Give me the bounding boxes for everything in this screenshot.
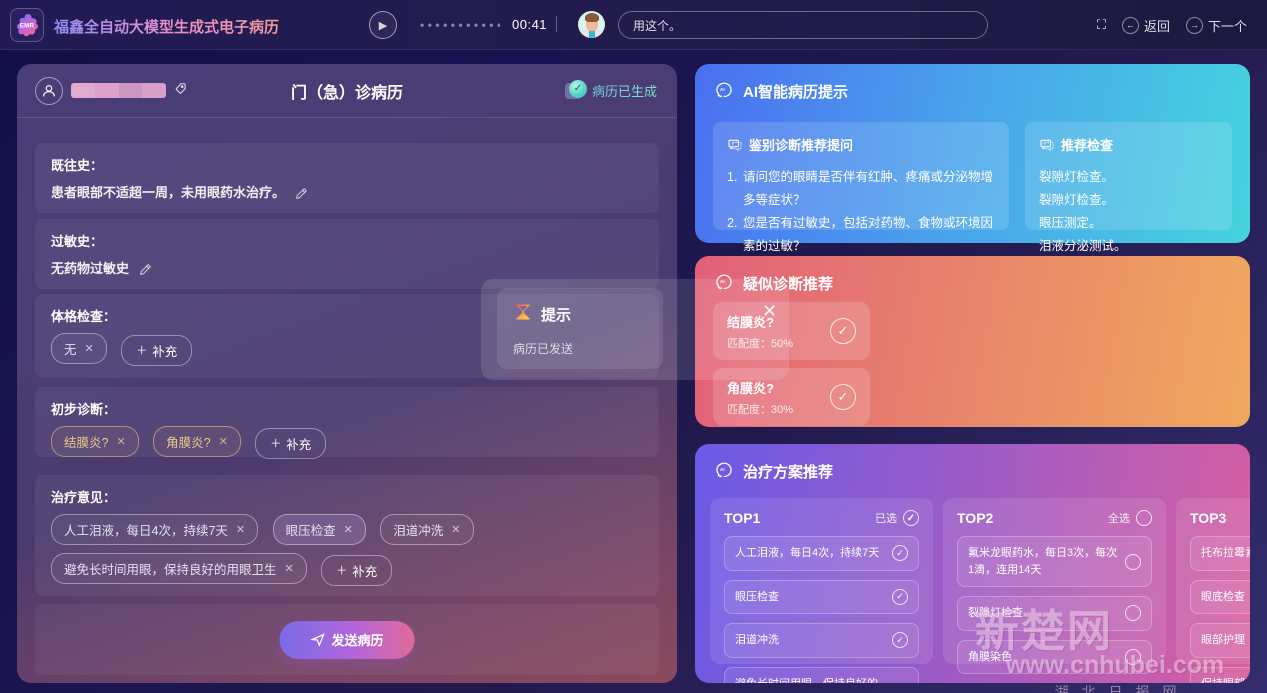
svg-text:AI: AI (720, 467, 725, 472)
svg-text:AI: AI (720, 87, 725, 92)
svg-text:EMR: EMR (20, 23, 35, 30)
